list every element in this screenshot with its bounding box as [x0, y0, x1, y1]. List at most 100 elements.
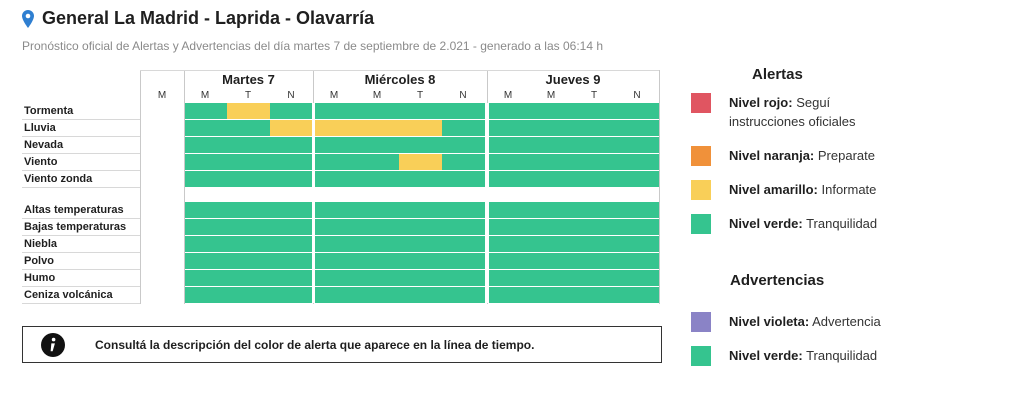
legend-text: Nivel naranja: Preparate [729, 146, 875, 165]
alert-cell-verde [530, 137, 573, 153]
time-slot-label: M [372, 90, 382, 101]
alert-cell-verde [227, 236, 270, 252]
alert-cell-verde [616, 219, 659, 235]
alert-cell-verde [530, 171, 573, 187]
alert-cell-verde [573, 202, 616, 218]
alert-cell-verde [530, 103, 573, 119]
alert-cell-verde [356, 171, 399, 187]
alert-cell-verde [530, 219, 573, 235]
day-header: Miércoles 8 [364, 72, 436, 87]
legend-level-name: Nivel naranja: [729, 148, 815, 163]
alert-cell-verde [442, 171, 485, 187]
alert-cell-verde [442, 154, 485, 170]
legend-swatch-amarillo [691, 180, 711, 200]
alert-cell-verde [487, 253, 530, 269]
legend-level-desc: Seguí instrucciones oficiales [729, 95, 856, 129]
alert-cell-verde [442, 120, 485, 136]
legend-level-desc: Preparate [814, 148, 875, 163]
alert-cell-verde [442, 137, 485, 153]
alert-cell-verde [573, 270, 616, 286]
row-label: Niebla [24, 238, 58, 250]
time-slot-label: T [416, 90, 424, 101]
row-divider [22, 153, 140, 154]
time-slot-label: M [503, 90, 513, 101]
alert-cell-verde [270, 270, 313, 286]
alert-cell-verde [487, 103, 530, 119]
row-divider [22, 235, 140, 236]
alert-cell-verde [487, 171, 530, 187]
day-header: Martes 7 [222, 72, 275, 87]
alert-cell-verde [227, 270, 270, 286]
legend-level-name: Nivel rojo: [729, 95, 793, 110]
row-label: Nevada [24, 139, 64, 151]
row-divider [22, 218, 140, 219]
alert-cell-verde [399, 202, 442, 218]
alert-cell-verde [270, 236, 313, 252]
alert-cell-verde [399, 171, 442, 187]
alert-cell-verde [487, 120, 530, 136]
legend-level-name: Nivel verde: [729, 216, 803, 231]
row-divider [22, 187, 140, 188]
alert-cell-verde [399, 236, 442, 252]
alert-cell-verde [270, 154, 313, 170]
row-divider [22, 286, 140, 287]
alert-cell-verde [227, 253, 270, 269]
alert-cell-verde [399, 137, 442, 153]
alert-cell-verde [313, 287, 356, 303]
alert-cell-verde [616, 270, 659, 286]
alert-cell-verde [442, 253, 485, 269]
legend-item-rojo: Nivel rojo: Seguí instrucciones oficiale… [691, 93, 879, 131]
time-slot-label: M [329, 90, 339, 101]
alert-cell-verde [616, 287, 659, 303]
alert-cell-verde [487, 137, 530, 153]
alert-cell-verde [313, 154, 356, 170]
row-label: Viento zonda [24, 173, 93, 185]
alert-cell-verde [487, 154, 530, 170]
time-slot-label: T [590, 90, 598, 101]
alert-cell-verde [356, 103, 399, 119]
legend-text: Nivel verde: Tranquilidad [729, 346, 877, 365]
alert-cell-verde [270, 137, 313, 153]
alert-cell-verde [616, 154, 659, 170]
row-divider [22, 136, 140, 137]
alert-cell-verde [616, 120, 659, 136]
time-slot-label: N [633, 90, 641, 101]
alert-cell-verde [184, 219, 227, 235]
alert-cell-verde [313, 202, 356, 218]
alert-cell-verde [530, 236, 573, 252]
legend-item-violeta: Nivel violeta: Advertencia [691, 312, 881, 332]
alert-cell-verde [184, 137, 227, 153]
alert-cell-verde [270, 287, 313, 303]
row-divider [22, 303, 140, 304]
alerts-legend-title: Alertas [752, 66, 803, 83]
alert-cell-verde [270, 202, 313, 218]
alert-cell-verde [184, 120, 227, 136]
alert-cell-verde [184, 202, 227, 218]
alert-cell-amarillo [399, 154, 442, 170]
alert-cell-amarillo [399, 120, 442, 136]
alert-cell-verde [356, 154, 399, 170]
page-title: General La Madrid - Laprida - Olavarría [42, 8, 375, 28]
alert-cell-verde [313, 236, 356, 252]
row-divider [22, 170, 140, 171]
alert-cell-verde [573, 287, 616, 303]
alert-cell-verde [270, 253, 313, 269]
alert-cell-verde [313, 171, 356, 187]
legend-swatch-violeta [691, 312, 711, 332]
alert-cell-amarillo [227, 103, 270, 119]
legend-level-name: Nivel verde: [729, 348, 803, 363]
alert-cell-verde [616, 103, 659, 119]
day-header: Jueves 9 [545, 72, 601, 87]
alert-cell-verde [530, 154, 573, 170]
row-label: Polvo [24, 255, 54, 267]
day-divider [184, 70, 185, 304]
alert-cell-verde [356, 253, 399, 269]
row-divider [22, 252, 140, 253]
alert-cell-verde [184, 253, 227, 269]
alert-cell-verde [573, 236, 616, 252]
alert-cell-verde [270, 171, 313, 187]
time-slot-label: M [200, 90, 210, 101]
legend-item-amarillo: Nivel amarillo: Informate [691, 180, 876, 200]
time-slot-label: N [287, 90, 295, 101]
alert-cell-verde [530, 202, 573, 218]
